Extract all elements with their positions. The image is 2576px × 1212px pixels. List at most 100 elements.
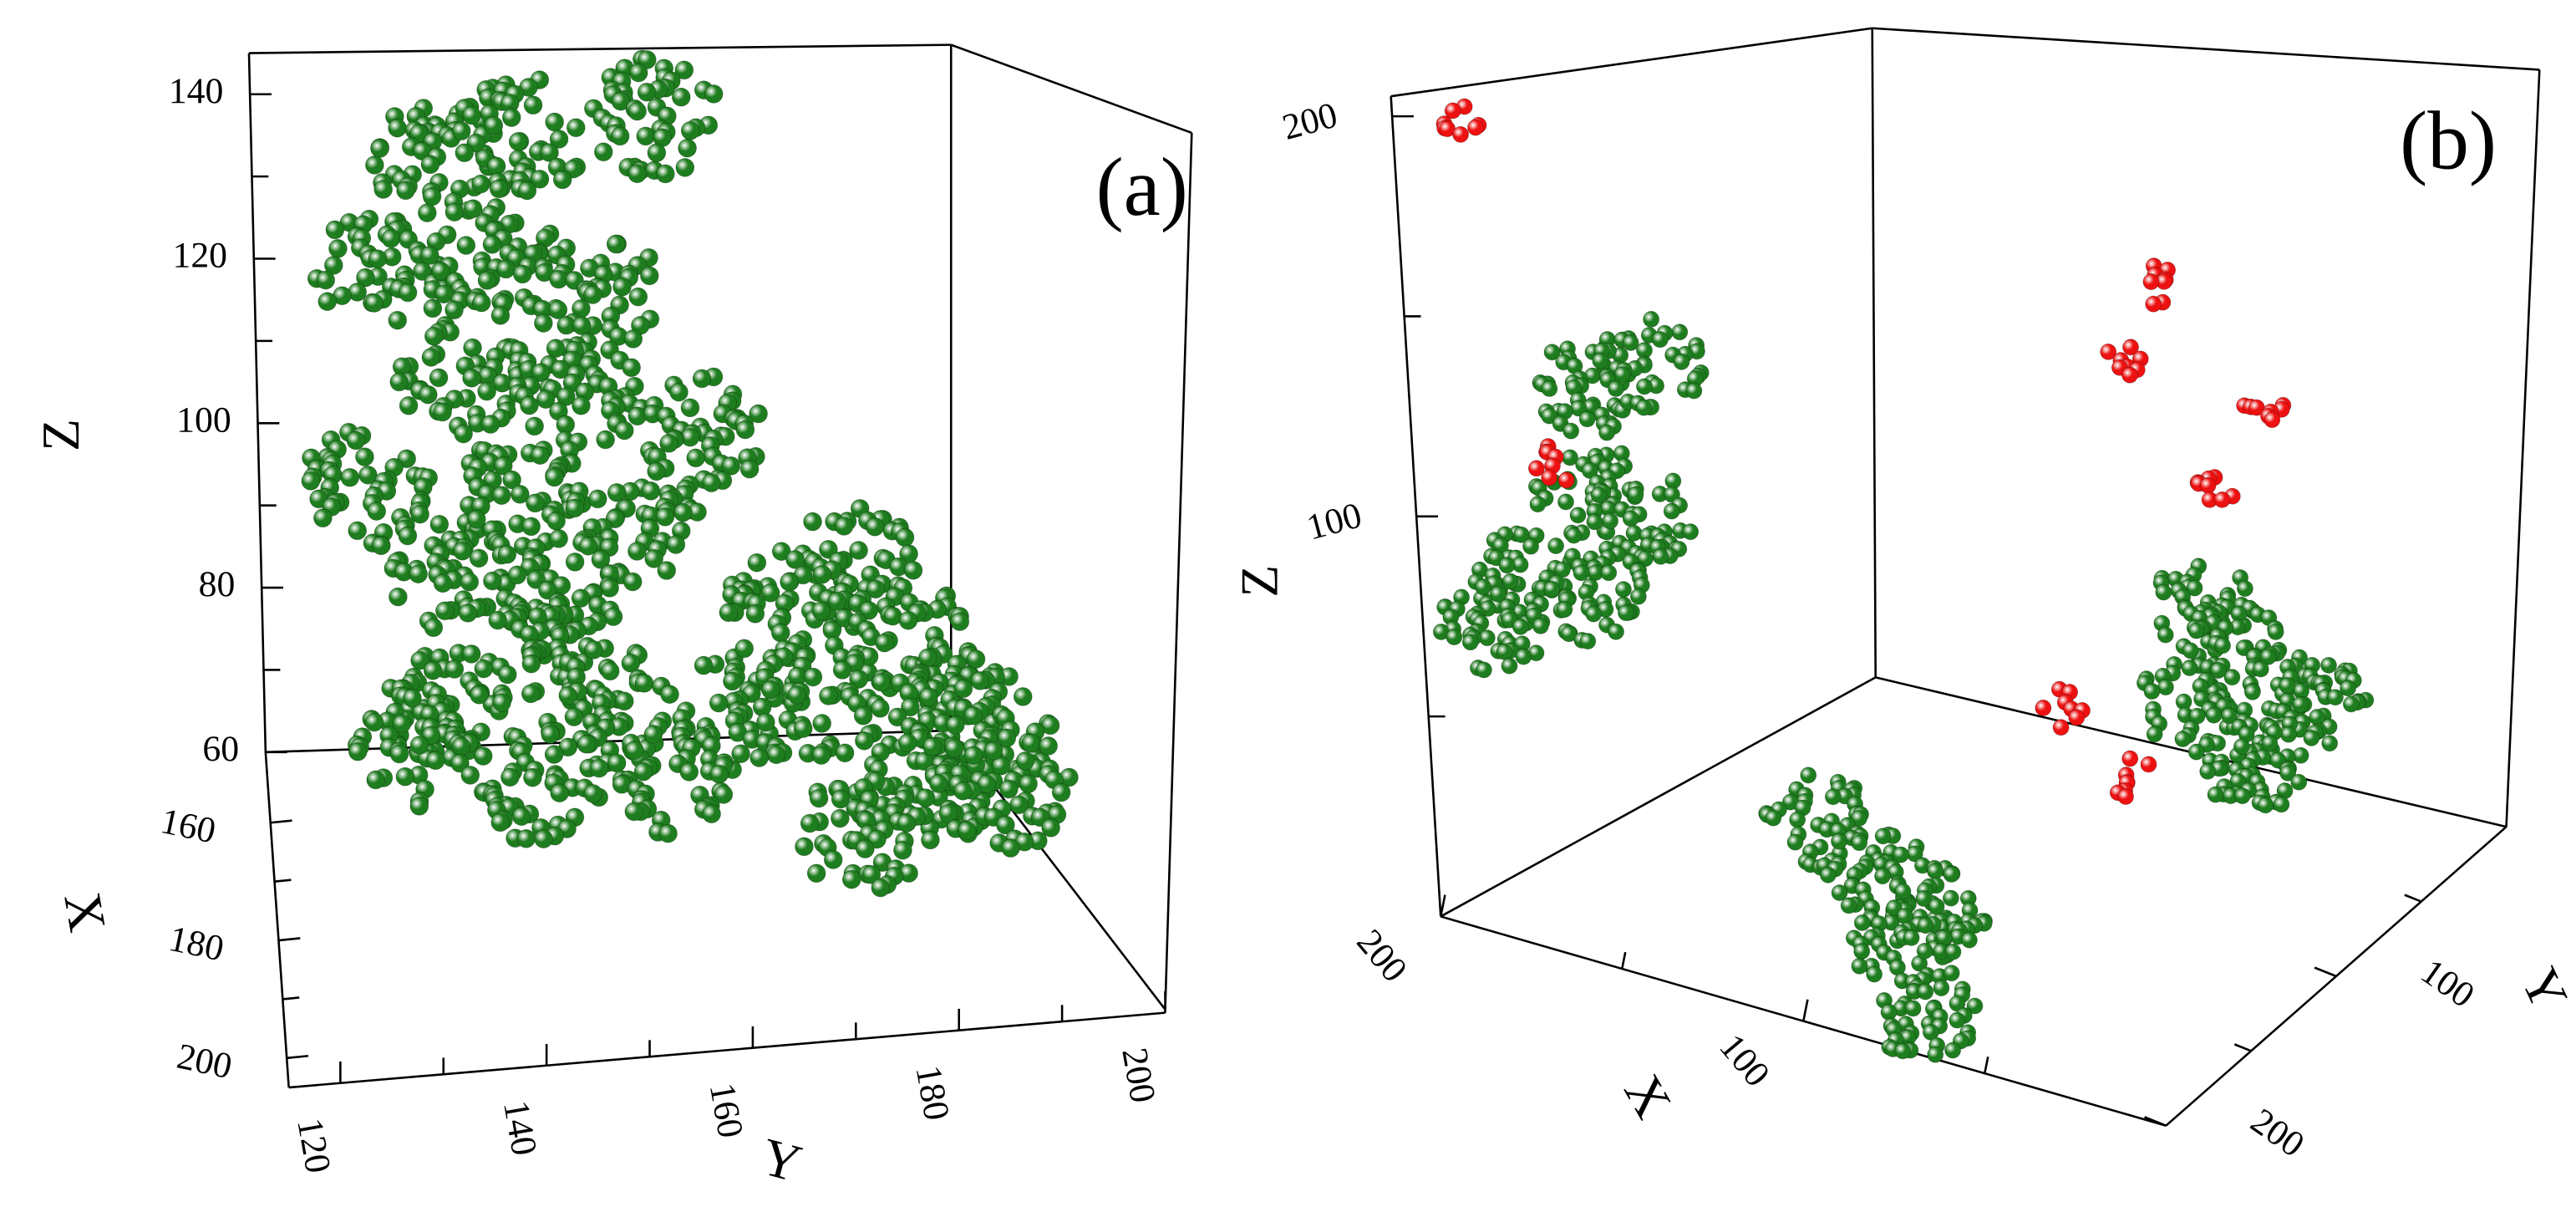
- atom: [2199, 762, 2217, 780]
- atom: [545, 467, 564, 487]
- atom: [1824, 788, 1842, 806]
- atom: [596, 430, 615, 450]
- atom: [1874, 828, 1892, 845]
- atom: [2342, 695, 2360, 713]
- atom: [480, 415, 500, 434]
- atom: [484, 115, 504, 135]
- atom: [540, 143, 559, 162]
- atom: [429, 368, 449, 388]
- atom: [669, 382, 688, 402]
- atom: [929, 774, 948, 793]
- atom: [340, 467, 360, 487]
- atom: [938, 803, 958, 823]
- atom-cluster: [1876, 965, 1984, 1063]
- atom: [413, 262, 432, 281]
- atom: [2145, 295, 2162, 313]
- atom: [1904, 1000, 1922, 1017]
- atom: [623, 329, 643, 349]
- atom: [313, 508, 333, 528]
- atom: [1685, 382, 1703, 400]
- y-tick-label: 160: [702, 1080, 751, 1141]
- atom: [451, 121, 471, 141]
- atom: [526, 493, 545, 513]
- atom: [2303, 729, 2320, 746]
- atom: [455, 143, 475, 163]
- atom: [812, 714, 832, 733]
- y-tick-label: 200: [1114, 1045, 1163, 1106]
- atom: [1961, 931, 1978, 949]
- atom-cluster: [1432, 573, 1549, 679]
- atom: [1490, 585, 1506, 603]
- tick-mark: [2144, 1116, 2167, 1127]
- atom: [633, 761, 653, 782]
- atom: [381, 229, 401, 248]
- atom: [392, 714, 412, 734]
- atom-cluster: [301, 422, 439, 556]
- atom: [2035, 700, 2052, 716]
- minor-tick-mark: [1984, 1057, 1989, 1074]
- atom: [612, 277, 632, 297]
- atom: [2209, 662, 2227, 680]
- atom: [1461, 634, 1479, 651]
- atom-cluster: [584, 49, 724, 184]
- atom: [501, 108, 521, 127]
- atom: [348, 521, 368, 541]
- atom: [853, 705, 873, 726]
- atom: [2187, 622, 2205, 639]
- atom: [2320, 656, 2337, 674]
- atom: [2117, 788, 2135, 805]
- atom: [625, 741, 644, 760]
- atom: [461, 644, 481, 664]
- atom: [389, 587, 408, 607]
- atom: [680, 398, 700, 418]
- atom: [451, 736, 471, 756]
- atom: [323, 256, 343, 275]
- atom: [508, 132, 528, 151]
- atom: [1927, 1046, 1944, 1063]
- atom-cluster: [795, 770, 934, 898]
- atom: [516, 828, 536, 848]
- atom: [1590, 486, 1608, 504]
- atom: [2223, 669, 2241, 686]
- axis-line: [247, 53, 267, 752]
- atom: [916, 788, 936, 807]
- atom: [2292, 696, 2309, 713]
- atom: [588, 489, 607, 509]
- atom: [1557, 493, 1574, 511]
- atom: [1866, 965, 1883, 983]
- atom: [2290, 773, 2308, 791]
- atom: [1522, 537, 1540, 555]
- atom: [2235, 639, 2253, 656]
- atom: [1840, 897, 1857, 914]
- atom: [489, 179, 509, 199]
- atom: [832, 660, 852, 680]
- atom: [636, 126, 656, 146]
- atom: [2155, 583, 2172, 601]
- atom: [622, 358, 641, 378]
- atom: [849, 670, 868, 689]
- box-edge: [1871, 28, 1877, 678]
- atom: [1569, 507, 1587, 524]
- atom-cluster: [1816, 826, 1925, 928]
- atom: [2068, 709, 2086, 726]
- atom: [531, 363, 551, 383]
- atom: [893, 840, 912, 860]
- atom: [511, 807, 531, 826]
- atom: [1673, 353, 1690, 370]
- atom: [1515, 648, 1532, 665]
- atom: [564, 707, 584, 727]
- atom: [1819, 866, 1837, 884]
- atom: [812, 564, 832, 584]
- atom: [1853, 943, 1871, 960]
- atom: [549, 529, 568, 548]
- atom: [1853, 914, 1871, 931]
- atom: [1917, 917, 1934, 934]
- atom-cluster: [2236, 396, 2292, 429]
- atom: [460, 766, 480, 785]
- atom: [991, 756, 1011, 776]
- atom: [538, 580, 557, 600]
- atom: [453, 541, 472, 561]
- atom: [2267, 624, 2284, 640]
- atom: [558, 685, 578, 705]
- atom: [673, 502, 693, 522]
